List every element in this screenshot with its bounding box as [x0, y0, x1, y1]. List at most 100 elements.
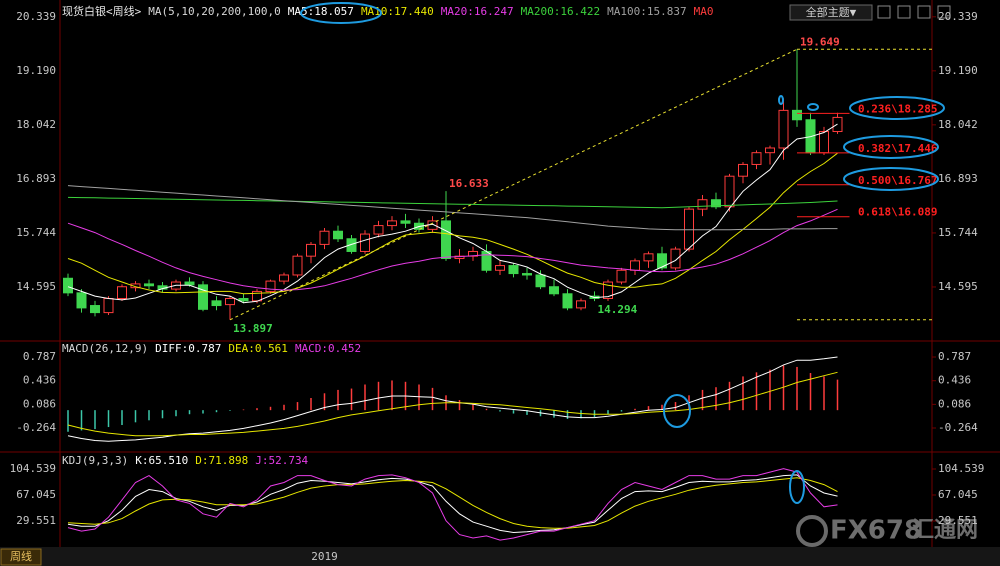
y-tick-label-right: -0.264 [938, 421, 978, 434]
highlight-ellipse [300, 2, 382, 24]
candle-body [130, 283, 141, 289]
indicator-line [67, 196, 838, 209]
period-tab[interactable] [0, 548, 42, 566]
indicator-label: MA(5,10,20,200,100,0 [148, 5, 280, 18]
y-tick-label-left: 0.787 [23, 350, 56, 363]
legend-entry: MA200:16.422 [521, 5, 600, 18]
legend-entry: MA0 [694, 5, 714, 18]
candle-body [373, 225, 384, 235]
y-tick-label-right: 14.595 [938, 280, 978, 293]
indicator-line [67, 477, 838, 529]
candle-body [738, 163, 748, 177]
price-annotation: 14.294 [598, 303, 638, 316]
highlight-ellipse [843, 135, 939, 159]
indicator-label: MACD(26,12,9) [62, 342, 148, 355]
candle-body [441, 220, 451, 260]
x-tick-label: 2019 [311, 550, 338, 563]
price-annotation: 16.633 [449, 177, 489, 190]
highlight-ellipse [807, 103, 819, 111]
icon[interactable] [877, 5, 891, 19]
y-tick-label-left: 67.045 [16, 488, 56, 501]
candle-body [90, 305, 100, 314]
candle-body [333, 230, 343, 240]
y-tick-label-right: 29.551 [938, 514, 978, 527]
candle-body [360, 233, 370, 252]
candle-body [346, 238, 357, 252]
legend-entry: MA20:16.247 [441, 5, 514, 18]
candle-body [792, 109, 802, 121]
icon[interactable] [897, 5, 911, 19]
candle-body [684, 208, 694, 250]
highlight-ellipse [843, 167, 939, 191]
legend-entry: DEA:0.561 [228, 342, 288, 355]
candle-body [616, 269, 627, 283]
candle-body [279, 274, 289, 282]
candle-body [103, 297, 114, 314]
plot-layer: 20.339 20.339 19.190 19.190 18.042 18.042 16.8… [10, 4, 985, 563]
candle-body [508, 265, 519, 275]
candle-body [657, 253, 667, 269]
highlight-ellipse [663, 394, 691, 428]
fib-label: 0.382\17.446 [858, 142, 938, 155]
icon[interactable] [937, 5, 951, 19]
legend-entry: DIFF:0.787 [155, 342, 221, 355]
chart-title: 现货白银<周线> [62, 4, 142, 18]
legend-entry: MACD:0.452 [295, 342, 361, 355]
y-tick-label-left: 15.744 [16, 226, 56, 239]
candle-body [319, 230, 330, 245]
price-annotation: 19.649 [800, 35, 840, 48]
candle-body [549, 286, 559, 295]
y-tick-label-right: 0.436 [938, 374, 971, 387]
candle-body [670, 248, 681, 269]
y-tick-label-left: 29.551 [16, 514, 56, 527]
candle-body [630, 260, 640, 271]
legend-entry: J:52.734 [255, 454, 308, 467]
candle-body [724, 175, 735, 208]
legend-entry: MA100:15.837 [607, 5, 686, 18]
y-tick-label-right: 20.339 [938, 10, 978, 23]
y-tick-label-left: 19.190 [16, 64, 56, 77]
period-label[interactable]: 周线 [10, 549, 32, 563]
candle-body [63, 277, 73, 294]
indicator-line [67, 468, 838, 541]
highlights [300, 2, 945, 504]
candle-body [495, 265, 505, 271]
indicator-line [67, 356, 838, 442]
candle-body [603, 281, 613, 299]
y-tick-label-right: 104.539 [938, 462, 984, 475]
candle-body [238, 297, 249, 302]
candle-body [535, 274, 546, 288]
watermark-logo [796, 515, 828, 547]
icon[interactable] [917, 5, 931, 19]
candle-body [643, 253, 654, 262]
candle-body [184, 281, 195, 286]
legend-entry: MA5:18.057 [288, 5, 354, 18]
candle-body [697, 199, 708, 210]
indicator-line [67, 152, 838, 295]
candle-body [211, 300, 222, 307]
candle-body [306, 243, 316, 257]
fib-label: 0.500\16.767 [858, 174, 937, 187]
candle-body [198, 284, 208, 310]
candle-body [76, 292, 87, 309]
candle-body [711, 199, 721, 208]
candle-body [225, 297, 235, 306]
y-tick-label-left: -0.264 [16, 421, 56, 434]
theme-button[interactable] [789, 4, 873, 21]
candle-body [765, 147, 775, 154]
candle-body [144, 283, 154, 287]
y-tick-label-left: 14.595 [16, 280, 56, 293]
y-tick-label-left: 0.436 [23, 374, 56, 387]
indicator-line [67, 474, 838, 534]
watermark-name: 汇通网 [912, 518, 978, 543]
legend-entry: K:65.510 [135, 454, 188, 467]
indicator-line [67, 371, 838, 437]
highlight-ellipse [789, 470, 805, 504]
theme-button-label[interactable]: 全部主题▼ [806, 5, 857, 19]
y-tick-label-right: 16.893 [938, 172, 978, 185]
indicator-label: KDJ(9,3,3) [62, 454, 128, 467]
y-tick-label-left: 0.086 [23, 397, 56, 410]
y-tick-label-right: 67.045 [938, 488, 978, 501]
candle-body [562, 293, 573, 309]
